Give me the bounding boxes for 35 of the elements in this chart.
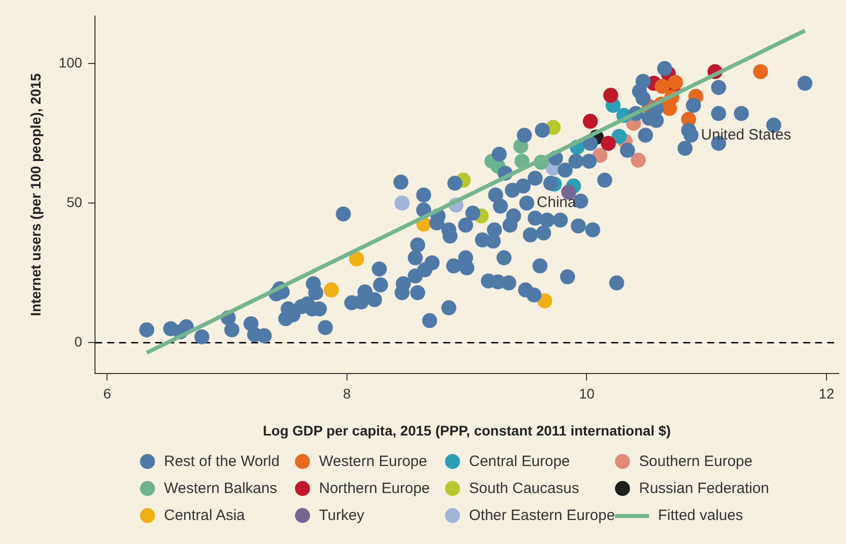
point	[600, 136, 616, 151]
point	[612, 128, 627, 144]
legend-label: Central Asia	[164, 507, 245, 524]
point	[654, 78, 670, 94]
legend-label: Rest of the World	[164, 453, 280, 470]
x-tick-label: 12	[818, 386, 835, 402]
legend-label: Russian Federation	[639, 480, 770, 497]
legend-label: Western Europe	[319, 453, 428, 470]
legend-label: Central Europe	[469, 453, 570, 470]
x-tick-label: 6	[103, 386, 112, 402]
point	[324, 282, 339, 298]
legend-label: Western Balkans	[164, 480, 278, 497]
point	[668, 74, 683, 90]
y-axis-title: Internet users (per 100 people), 2015	[27, 73, 44, 316]
point	[630, 152, 646, 168]
point	[582, 114, 598, 129]
legend-label: Fitted values	[658, 507, 744, 524]
point	[349, 251, 364, 266]
legend-label: Southern Europe	[639, 453, 752, 470]
x-tick-label: 10	[578, 386, 595, 402]
legend-label: South Caucasus	[469, 480, 580, 497]
legend-label: Other Eastern Europe	[469, 507, 615, 524]
point	[537, 293, 552, 308]
legend-label: Northern Europe	[319, 480, 430, 497]
y-tick-label: 0	[74, 334, 82, 350]
y-tick-label: 100	[58, 54, 82, 70]
annotation: United States	[701, 126, 792, 144]
x-axis-title: Log GDP per capita, 2015 (PPP, constant 2011 international $)	[262, 422, 671, 438]
legend-label: Turkey	[319, 507, 364, 524]
y-tick-label: 50	[66, 194, 82, 210]
point	[603, 88, 618, 103]
point	[592, 148, 608, 163]
point	[394, 196, 410, 211]
point	[753, 64, 768, 80]
x-tick-label: 8	[343, 386, 352, 402]
